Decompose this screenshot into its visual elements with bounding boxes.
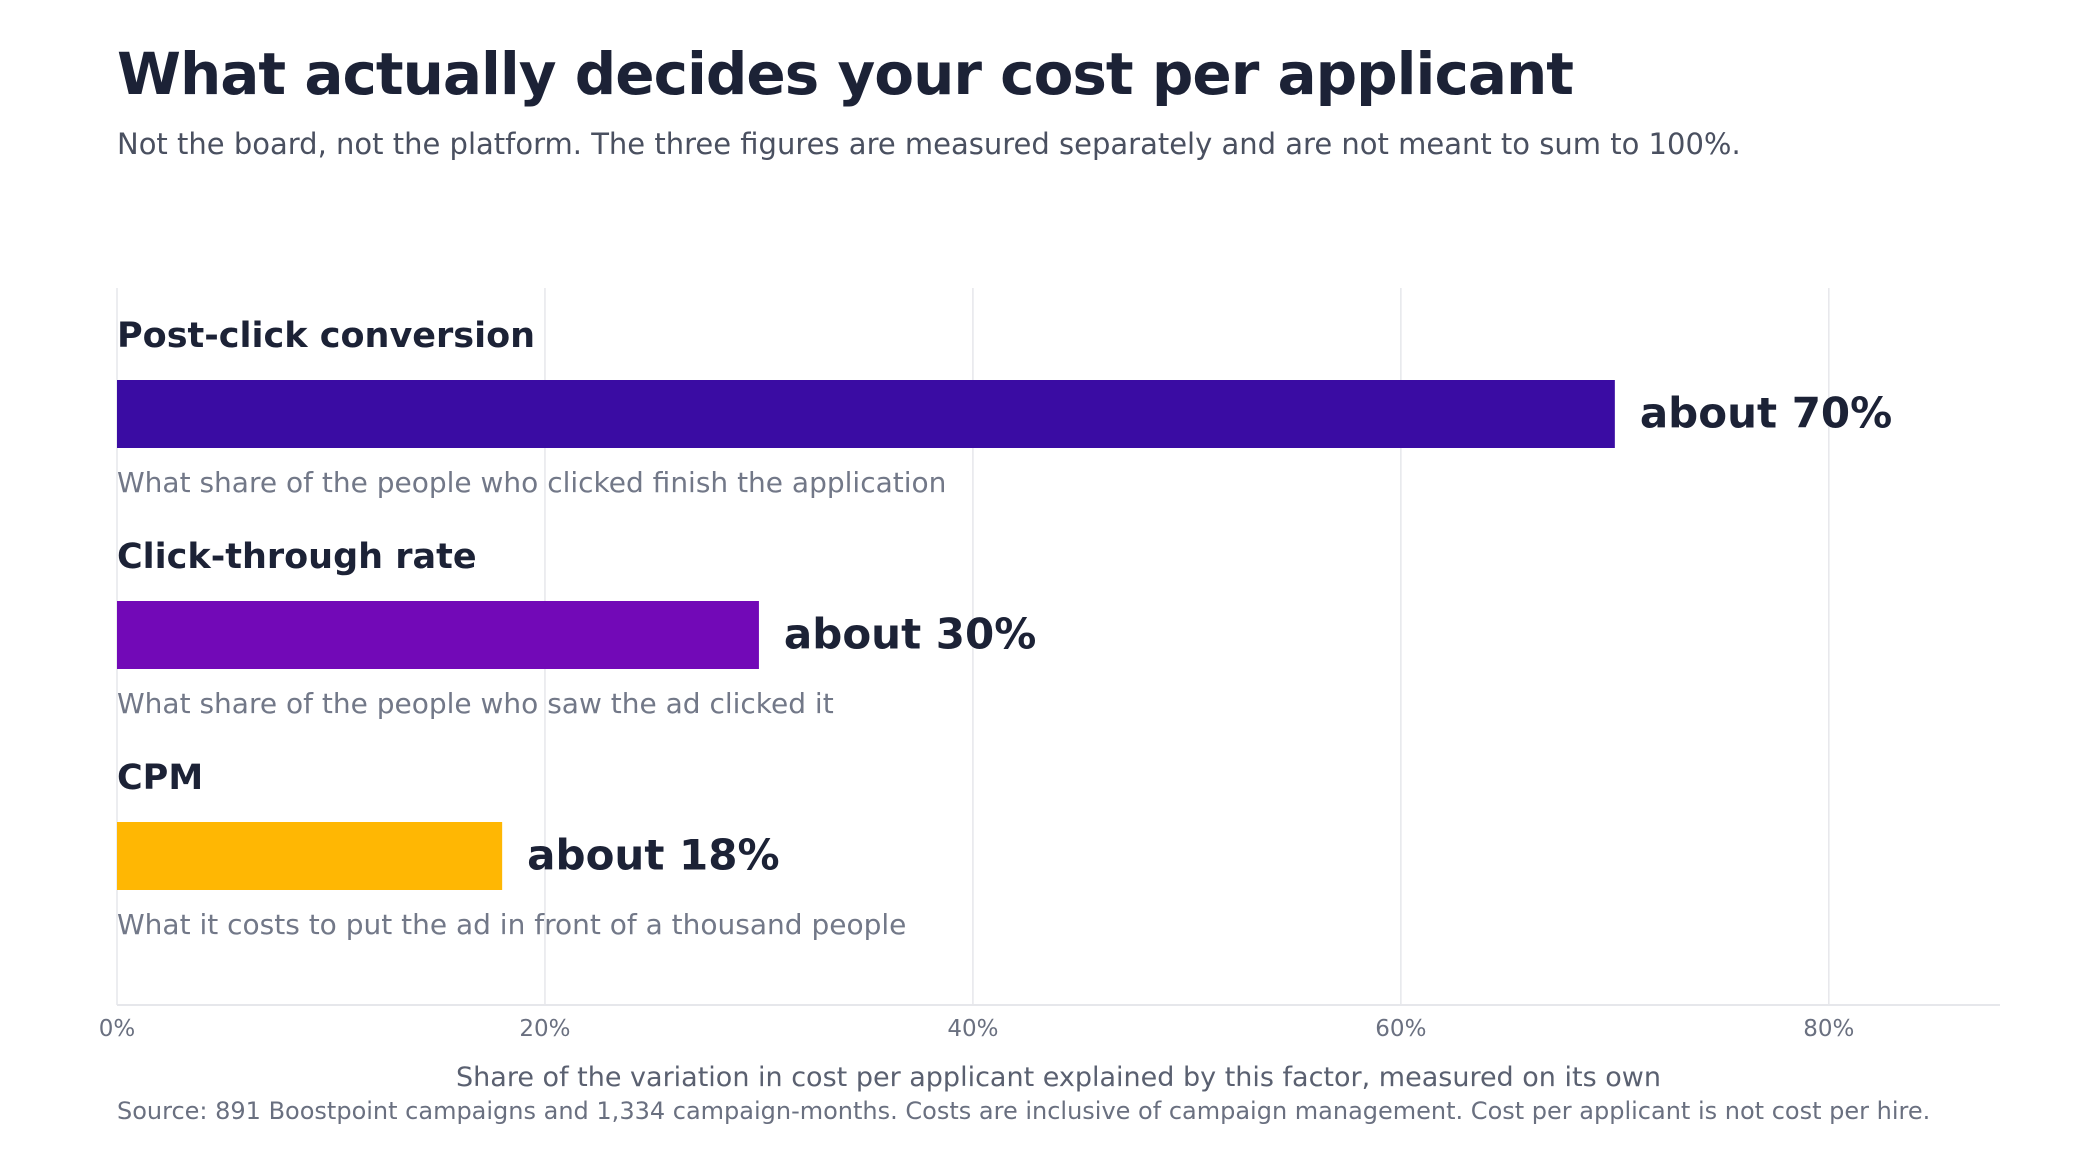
x-tick-label: 80% [1803,1016,1854,1042]
x-tick-label: 60% [1375,1016,1426,1042]
category-label: Click-through rate [117,537,477,577]
bar-description: What it costs to put the ad in front of … [117,908,906,941]
x-axis-title: Share of the variation in cost per appli… [456,1062,1661,1093]
bar-description: What share of the people who saw the ad … [117,687,834,720]
category-label: CPM [117,758,203,798]
bar-description: What share of the people who clicked fin… [117,466,946,499]
bar-post-click-conversion [117,380,1615,448]
x-tick-label: 40% [947,1016,998,1042]
chart-subtitle: Not the board, not the platform. The thr… [117,127,1741,161]
bar-click-through-rate [117,601,759,669]
bar-cpm [117,822,503,890]
data-label: about 70% [1640,389,1892,438]
source-note: Source: 891 Boostpoint campaigns and 1,3… [117,1097,1931,1125]
data-label: about 30% [784,610,1036,659]
x-tick-label: 20% [519,1016,570,1042]
x-tick-label: 0% [99,1016,136,1042]
chart-title: What actually decides your cost per appl… [117,40,1574,108]
category-label: Post-click conversion [117,316,535,356]
data-label: about 18% [527,831,779,880]
